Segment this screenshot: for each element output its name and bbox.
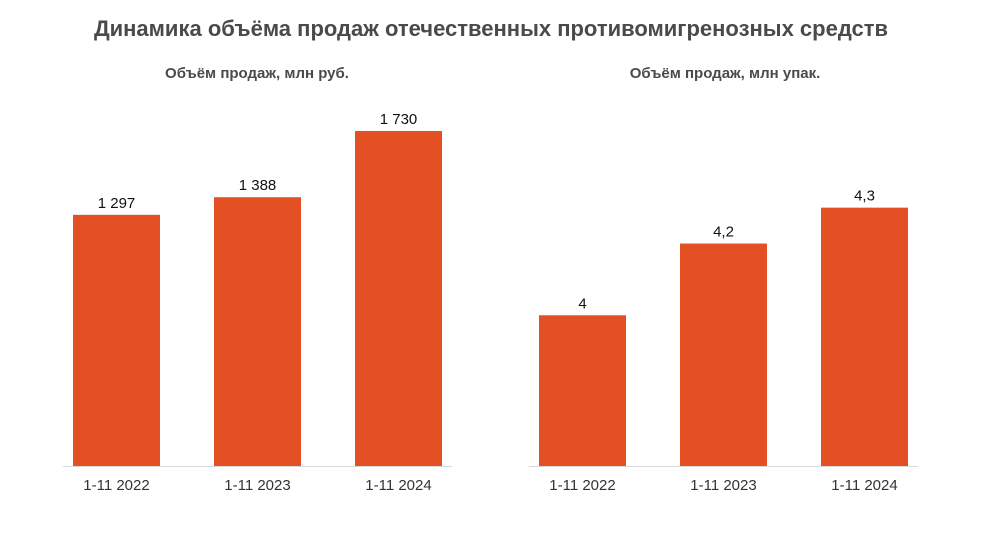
data-label: 4,2 <box>713 224 734 241</box>
data-label: 1 730 <box>380 111 418 128</box>
bar-1-11-2024 <box>821 207 908 466</box>
chart-1-subtitle: Объём продаж, млн руб. <box>165 65 349 82</box>
data-label: 1 297 <box>98 195 136 212</box>
x-tick-label: 1-11 2023 <box>690 477 756 494</box>
bar-1-11-2023 <box>214 197 301 466</box>
x-tick-label: 1-11 2022 <box>549 477 615 494</box>
x-tick-label: 1-11 2024 <box>365 477 431 494</box>
x-tick-label: 1-11 2024 <box>831 477 897 494</box>
x-tick-label: 1-11 2023 <box>224 477 290 494</box>
data-label: 1 388 <box>239 177 277 194</box>
data-label: 4,3 <box>854 188 875 205</box>
x-tick-label: 1-11 2022 <box>83 477 149 494</box>
bar-1-11-2022 <box>539 315 626 466</box>
chart-main-title: Динамика объёма продаж отечественных про… <box>93 16 889 41</box>
chart-panel-1: Объём продаж, млн руб. 1 297 1-11 2022 1 38… <box>63 65 452 494</box>
chart-2-subtitle: Объём продаж, млн упак. <box>630 65 821 82</box>
bar-1-11-2022 <box>73 214 160 466</box>
data-label: 4 <box>578 295 586 312</box>
bar-1-11-2023 <box>680 243 767 466</box>
chart-panel-2: Объём продаж, млн упак. 4 1-11 2022 4,2 1-11… <box>529 65 918 494</box>
bar-1-11-2024 <box>355 130 442 466</box>
